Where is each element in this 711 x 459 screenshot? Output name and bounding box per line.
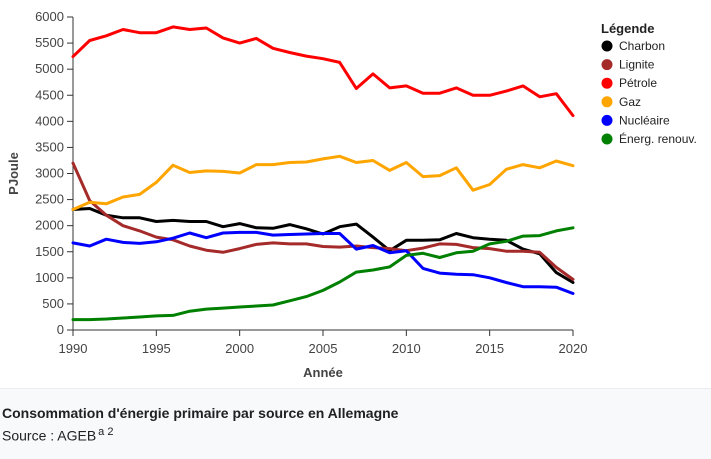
figure-caption: Consommation d'énergie primaire par sour… [0, 388, 711, 459]
x-axis: 1990 1995 2000 2005 2010 2015 2020 [59, 329, 588, 356]
y-axis: 0 500 1000 1500 2000 2500 3000 3500 4000 4500 5000… [35, 9, 74, 337]
x-tick-label: 2000 [225, 341, 254, 356]
y-tick-label: 4000 [35, 113, 64, 128]
legend-marker [601, 40, 613, 52]
legend-label: Lignite [619, 58, 655, 72]
line-chart: 0 500 1000 1500 2000 2500 3000 3500 4000 4500 5000… [6, 9, 697, 380]
x-axis-title: Année [303, 365, 343, 380]
series-line-lignite [71, 161, 575, 281]
legend-marker [601, 133, 613, 145]
y-tick-label: 500 [42, 296, 64, 311]
legend-title: Légende [601, 21, 654, 36]
y-axis-title: PJoule [6, 152, 21, 195]
legend-label: Nucléaire [619, 113, 670, 127]
legend-marker [601, 114, 613, 126]
legend-marker [601, 77, 613, 89]
series-line-gaz [71, 154, 575, 211]
legend-label: Gaz [619, 95, 641, 109]
legend-marker [601, 59, 613, 71]
y-tick-label: 1000 [35, 270, 64, 285]
x-tick-label: 1995 [142, 341, 171, 356]
y-tick-label: 2500 [35, 192, 64, 207]
caption-source: Source : AGEB [2, 427, 97, 444]
series-line-petrole [71, 25, 575, 118]
y-tick-label: 6000 [35, 9, 64, 24]
legend-label: Pétrole [619, 76, 657, 90]
series-line-energ-renouv [71, 226, 575, 322]
y-tick-label: 2000 [35, 218, 64, 233]
series-lines [71, 25, 575, 322]
y-tick-label: 0 [57, 322, 64, 337]
y-tick-label: 3500 [35, 139, 64, 154]
x-tick-label: 2020 [559, 341, 588, 356]
x-tick-label: 2010 [392, 341, 421, 356]
y-tick-label: 4500 [35, 87, 64, 102]
x-tick-label: 1990 [59, 341, 88, 356]
caption-source-line: Source : AGEB a 2 [2, 426, 113, 444]
y-tick-label: 5500 [35, 35, 64, 50]
caption-title: Consommation d'énergie primaire par sour… [2, 405, 399, 421]
y-tick-label: 5000 [35, 61, 64, 76]
legend: Légende Charbon Lignite Pétrole Gaz Nucléair… [601, 21, 697, 146]
legend-label: Charbon [619, 39, 665, 53]
legend-marker [601, 96, 613, 108]
y-tick-label: 3000 [35, 166, 64, 181]
series-line-nucleaire [71, 230, 575, 295]
chart-container: 0 500 1000 1500 2000 2500 3000 3500 4000 4500 5000… [6, 9, 697, 380]
legend-label: Énerg. renouv. [619, 131, 697, 146]
x-tick-label: 2015 [475, 341, 504, 356]
x-tick-label: 2005 [309, 341, 338, 356]
caption-reference-link[interactable]: a 2 [98, 426, 114, 438]
y-tick-label: 1500 [35, 244, 64, 259]
